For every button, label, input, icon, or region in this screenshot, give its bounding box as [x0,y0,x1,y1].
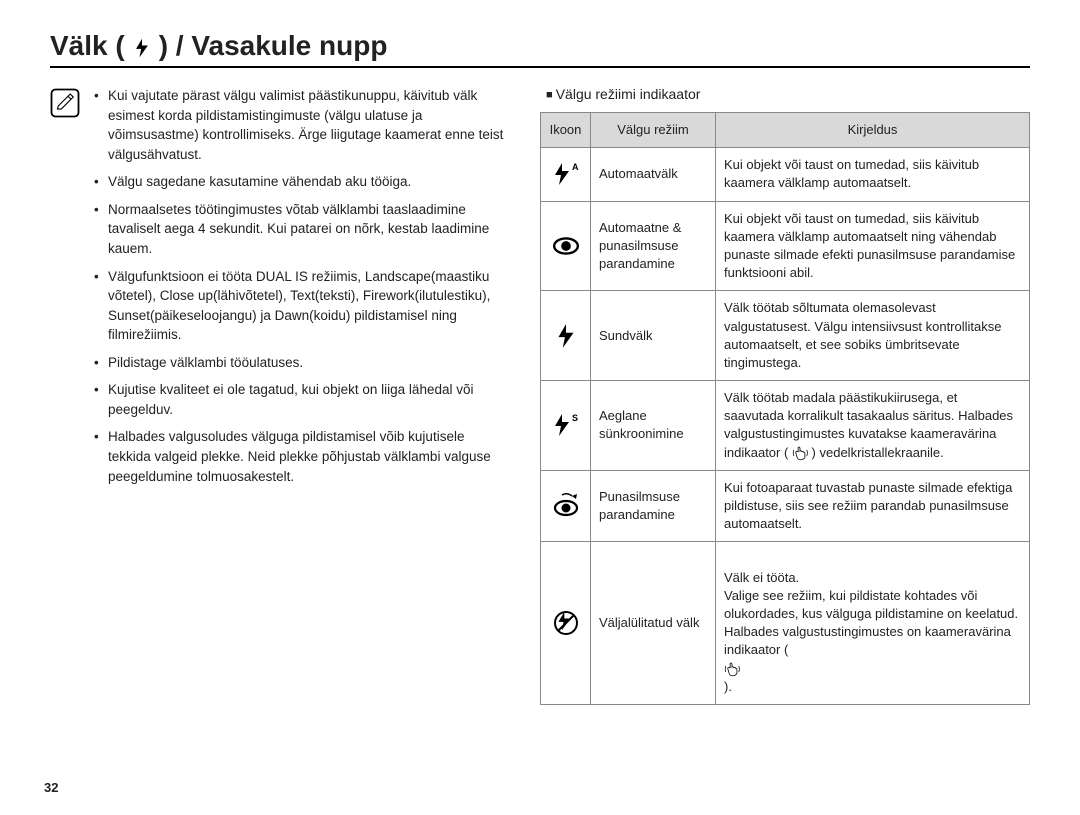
mode-name: Automaatne & punasilmsuse parandamine [591,201,716,291]
list-item: Normaalsetes töötingimustes võtab välkla… [94,200,510,259]
table-heading: Välgu režiimi indikaator [546,86,1030,102]
list-item: Kujutise kvaliteet ei ole tagatud, kui o… [94,380,510,419]
table-row: Väljalülitatud välk Välk ei tööta. Valig… [541,542,1030,705]
table-row: Sundvälk Välk töötab sõltumata olemasole… [541,291,1030,381]
mode-name: Automaatvälk [591,148,716,201]
shake-icon [792,445,808,460]
list-item: Välgu sagedane kasutamine vähendab aku t… [94,172,510,192]
flash-slow-icon: S [541,381,591,471]
table-row: S Aeglane sünkroonimine Välk töötab mada… [541,381,1030,471]
note-icon [50,86,84,705]
notes-column: Kui vajutate pärast välgu valimist pääst… [50,86,510,705]
mode-desc: Kui objekt või taust on tumedad, siis kä… [716,201,1030,291]
mode-name: Aeglane sünkroonimine [591,381,716,471]
list-item: Pildistage välklambi tööulatuses. [94,353,510,373]
eye-icon [541,201,591,291]
notes-list: Kui vajutate pärast välgu valimist pääst… [94,86,510,705]
mode-desc: Välk töötab sõltumata olemasolevast valg… [716,291,1030,381]
mode-desc: Välk töötab madala päästikukiirusega, et… [716,381,1030,471]
desc-text: ). [724,679,732,694]
flash-icon [541,291,591,381]
table-row: Automaatne & punasilmsuse parandamine Ku… [541,201,1030,291]
eye-fix-icon [541,470,591,542]
flash-modes-table: Ikoon Välgu režiim Kirjeldus A Automaatv… [540,112,1030,705]
col-icon: Ikoon [541,113,591,148]
list-item: Välgufunktsioon ei tööta DUAL IS režiimi… [94,267,510,345]
desc-text: Välk ei tööta. Valige see režiim, kui pi… [724,570,1018,658]
heading-before: Välk ( [50,30,125,62]
mode-desc: Kui fotoaparaat tuvastab punaste silmade… [716,470,1030,542]
flash-off-icon [541,542,591,705]
flash-auto-icon: A [541,148,591,201]
page-title: Välk ( ) / Vasakule nupp [50,30,1030,68]
heading-after: ) / Vasakule nupp [159,30,388,62]
mode-desc: Kui objekt või taust on tumedad, siis kä… [716,148,1030,201]
mode-name: Sundvälk [591,291,716,381]
table-column: Välgu režiimi indikaator Ikoon Välgu rež… [540,86,1030,705]
col-desc: Kirjeldus [716,113,1030,148]
list-item: Halbades valgusoludes välguga pildistami… [94,427,510,486]
mode-name: Väljalülitatud välk [591,542,716,705]
col-mode: Välgu režiim [591,113,716,148]
table-header-row: Ikoon Välgu režiim Kirjeldus [541,113,1030,148]
svg-text:A: A [572,162,579,172]
list-item: Kui vajutate pärast välgu valimist pääst… [94,86,510,164]
table-row: A Automaatvälk Kui objekt või taust on t… [541,148,1030,201]
mode-name: Punasilmsuse parandamine [591,470,716,542]
desc-text: ) vedelkristallekraanile. [812,445,944,460]
flash-icon [131,30,153,62]
svg-text:S: S [572,413,578,423]
table-row: Punasilmsuse parandamine Kui fotoaparaat… [541,470,1030,542]
mode-desc: Välk ei tööta. Valige see režiim, kui pi… [716,542,1030,705]
page-number: 32 [44,780,58,795]
shake-icon [724,661,740,676]
